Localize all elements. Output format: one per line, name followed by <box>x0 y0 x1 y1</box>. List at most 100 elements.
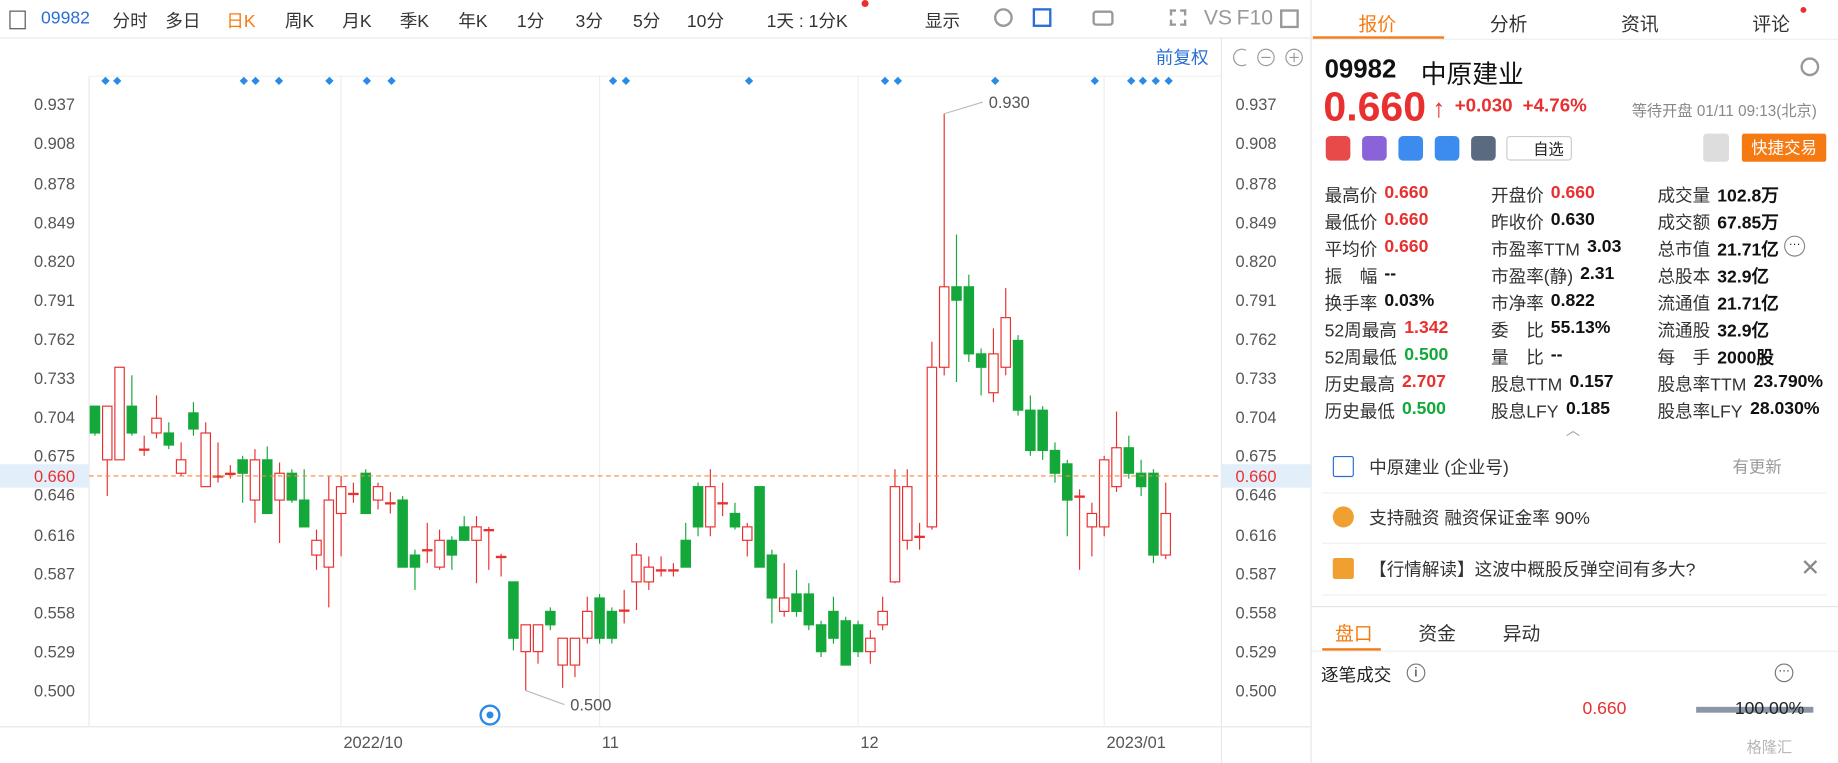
x-tick-label: 12 <box>860 734 878 752</box>
annotation-leader <box>525 689 565 706</box>
period-tab[interactable]: 分时 <box>112 11 148 32</box>
panel-icon[interactable] <box>9 10 26 30</box>
candle-body <box>643 566 655 583</box>
panel-tab[interactable]: 报价 <box>1358 15 1397 36</box>
f10-button[interactable]: F10 <box>1236 5 1274 30</box>
stat-value: -- <box>1384 263 1397 284</box>
fullscreen-icon[interactable] <box>1169 9 1187 26</box>
sub-tab[interactable]: 异动 <box>1502 624 1541 645</box>
camera-icon[interactable] <box>1092 10 1114 26</box>
y2-tick-label: 0.558 <box>1235 605 1276 623</box>
y-tick-label: 0.704 <box>34 409 75 427</box>
alert-button[interactable] <box>1703 133 1729 162</box>
candle-body <box>237 459 248 474</box>
link-text[interactable]: 支持融资 融资保证金率 90% <box>1369 508 1590 529</box>
candle-body <box>1012 339 1024 411</box>
candle-body <box>163 432 175 446</box>
zoom-in[interactable] <box>1285 48 1303 67</box>
sub-tab[interactable]: 资金 <box>1418 624 1456 645</box>
event-marker <box>1090 76 1099 86</box>
zoom-out[interactable] <box>1257 48 1275 67</box>
candle-body <box>914 535 925 539</box>
link-text[interactable]: 中原建业 (企业号) <box>1369 458 1509 479</box>
candle-body <box>754 486 765 568</box>
stat-label: 股息TTM <box>1491 375 1563 396</box>
y2-tick-label: 0.878 <box>1235 175 1276 193</box>
candle-body <box>323 499 335 568</box>
close-icon[interactable]: ✕ <box>1800 555 1821 582</box>
box-icon[interactable] <box>1032 8 1052 27</box>
sidebar-icon[interactable] <box>1280 9 1299 29</box>
stat-value: 0.660 <box>1384 182 1429 203</box>
candle-body <box>1098 459 1110 528</box>
event-icon[interactable] <box>479 704 501 726</box>
price-tag-bg <box>1221 464 1311 488</box>
period-tab[interactable]: 1分 <box>516 11 545 32</box>
watch-button[interactable]: 自选 <box>1506 135 1572 161</box>
candle-body <box>581 610 593 639</box>
dot <box>861 0 869 8</box>
candle-body <box>89 405 101 434</box>
stat-label: 每 手 <box>1657 348 1711 369</box>
period-tab[interactable]: 多日 <box>165 11 201 32</box>
info-icon[interactable]: i <box>1406 663 1426 683</box>
candle-body <box>828 610 839 639</box>
period-tab[interactable]: 日K <box>226 11 256 32</box>
price-tag-bg <box>0 464 90 488</box>
hk-badge[interactable] <box>1325 135 1351 161</box>
candle-body <box>421 549 433 552</box>
tag-badge[interactable] <box>1434 135 1460 161</box>
candle-body <box>360 472 371 515</box>
stat-label: 量 比 <box>1491 348 1544 369</box>
event-marker <box>880 76 890 86</box>
period-tab[interactable]: 季K <box>399 11 430 32</box>
y2-tick-label: 0.762 <box>1235 331 1276 349</box>
trade-button[interactable]: 快捷交易 <box>1741 133 1827 162</box>
period-tab[interactable]: 周K <box>284 11 315 32</box>
stat-value: 0.185 <box>1566 398 1611 419</box>
more-button[interactable]: ··· <box>1784 235 1806 257</box>
stat-value: 0.822 <box>1550 290 1595 311</box>
annotation-label: 0.500 <box>570 696 611 714</box>
panel-tab[interactable]: 分析 <box>1489 15 1528 36</box>
collapse-arrow[interactable]: ︿ <box>1566 421 1581 439</box>
display-menu[interactable]: 显示 <box>924 11 961 32</box>
y-tick-label: 0.558 <box>34 605 75 623</box>
link-extra[interactable]: 有更新 <box>1732 457 1782 476</box>
candle-body <box>938 286 950 368</box>
period-tab[interactable]: 5分 <box>632 11 661 32</box>
candle-body <box>520 624 532 653</box>
settings-icon[interactable] <box>1800 57 1820 77</box>
reset-icon[interactable] <box>1233 48 1247 67</box>
period-tab[interactable]: 3分 <box>575 11 603 32</box>
stat-label: 52周最高 <box>1324 321 1397 342</box>
link-sep <box>1322 594 1827 596</box>
money-badge[interactable] <box>1398 135 1424 161</box>
period-tab[interactable]: 10分 <box>686 11 725 32</box>
trades-title: 逐笔成交 <box>1321 665 1392 686</box>
link-text[interactable]: 【行情解读】这波中概股反弹空间有多大? <box>1369 560 1696 581</box>
flash-badge[interactable] <box>1362 135 1387 161</box>
settings-icon[interactable] <box>994 8 1013 27</box>
candle-body <box>1049 449 1061 474</box>
period-tab[interactable]: 月K <box>342 11 372 32</box>
more-icon[interactable]: ··· <box>1774 663 1794 683</box>
candle-body <box>446 539 458 556</box>
period-tab[interactable]: 年K <box>458 11 488 32</box>
vs-button[interactable]: VS <box>1203 5 1232 30</box>
sub-tab[interactable]: 盘口 <box>1335 624 1373 645</box>
doc-badge[interactable] <box>1471 135 1496 161</box>
panel-tab[interactable]: 资讯 <box>1621 15 1659 36</box>
y-tick-label: 0.849 <box>34 214 75 232</box>
y2-tick-label: 0.908 <box>1235 135 1276 153</box>
interval-select[interactable]: 1天 : 1分K <box>766 11 848 32</box>
y-tick-label: 0.908 <box>34 135 75 153</box>
stock-code[interactable]: 09982 <box>41 8 90 29</box>
stat-label: 委 比 <box>1491 321 1544 342</box>
candle-body <box>557 637 568 666</box>
stat-value: 0.03% <box>1384 290 1435 311</box>
panel-tab[interactable]: 评论 <box>1752 15 1790 36</box>
change: +0.030 <box>1454 96 1513 117</box>
adjust-button[interactable]: 前复权 <box>1156 47 1209 67</box>
link-sep <box>1322 492 1827 494</box>
